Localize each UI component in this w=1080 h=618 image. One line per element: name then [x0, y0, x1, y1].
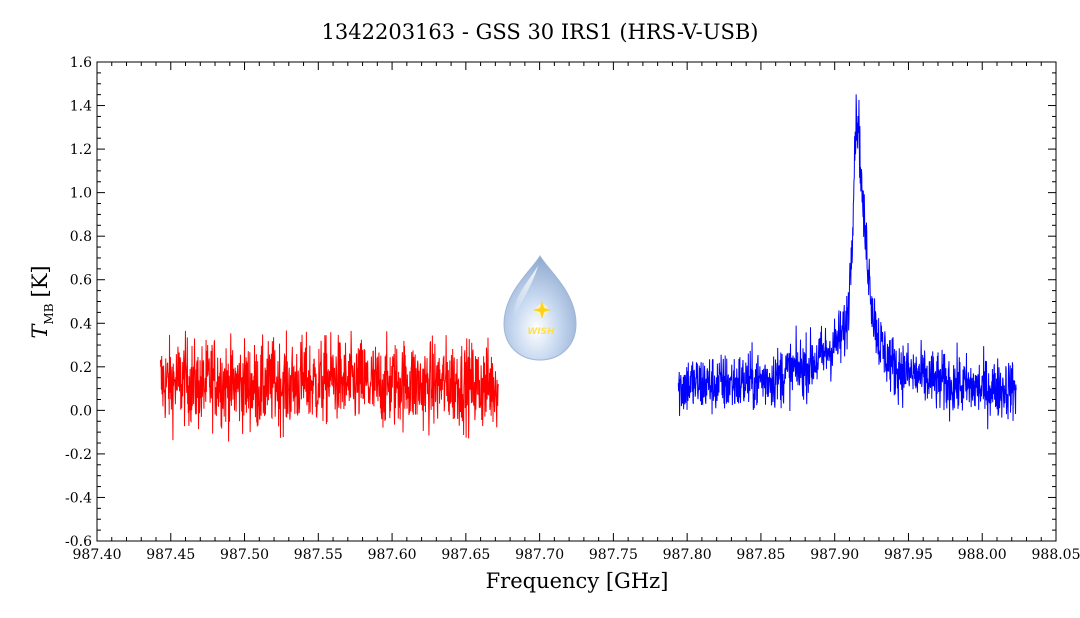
y-tick-label: 1.0	[70, 186, 92, 202]
x-tick-label: 987.95	[884, 547, 933, 563]
x-tick-label: 987.70	[515, 547, 564, 563]
svg-text:TMB[K]: TMB [K]	[28, 265, 56, 338]
x-tick-label: 987.85	[736, 547, 785, 563]
wish-logo: WISH	[503, 254, 577, 361]
y-axis-label-symbol: T	[28, 323, 52, 339]
y-tick-label: 1.4	[70, 99, 92, 115]
x-tick-label: 987.90	[810, 547, 859, 563]
series-line-2	[677, 94, 1017, 430]
x-tick-label: 987.55	[294, 547, 343, 563]
y-tick-label: 0.8	[70, 229, 92, 245]
star-icon	[533, 301, 551, 319]
x-tick-label: 988.00	[958, 547, 1007, 563]
x-tick-label: 987.80	[663, 547, 712, 563]
x-tick-label: 987.45	[146, 547, 195, 563]
logo-text: WISH	[527, 327, 555, 337]
x-tick-label: 987.50	[220, 547, 269, 563]
x-tick-label: 987.65	[441, 547, 490, 563]
x-axis: 987.40 987.45 987.50 987.55 987.60 987.65 987.…	[73, 62, 1080, 563]
x-tick-label: 988.05	[1032, 547, 1080, 563]
series-layer	[159, 94, 1017, 442]
y-tick-label: -0.6	[65, 534, 92, 550]
y-axis-label: TMB [K]	[28, 265, 56, 338]
y-tick-label: -0.2	[65, 447, 92, 463]
y-tick-label: 0.6	[70, 273, 92, 289]
y-axis-label-unit: [K]	[28, 265, 52, 297]
y-tick-label: 0.2	[70, 360, 92, 376]
x-tick-label: 987.60	[368, 547, 417, 563]
y-axis-label-subscript: MB	[42, 303, 56, 324]
x-axis-label: Frequency [GHz]	[486, 569, 669, 593]
y-tick-label: 0.0	[70, 403, 92, 419]
y-tick-label: 0.4	[70, 316, 92, 332]
chart-title: 1342203163 - GSS 30 IRS1 (HRS-V-USB)	[322, 20, 759, 44]
x-tick-label: 987.75	[589, 547, 638, 563]
series-line-1	[159, 330, 499, 442]
plot-frame	[96, 61, 1057, 542]
y-tick-label: -0.4	[65, 490, 92, 506]
y-tick-label: 1.6	[70, 55, 92, 71]
y-axis: -0.6 -0.4 -0.2 0.0 0.2 0.4 0.6 0.8 1.0 1.2 1.4 1.6	[65, 55, 1056, 550]
x-tick-label: 987.40	[73, 547, 122, 563]
y-tick-label: 1.2	[70, 142, 92, 158]
